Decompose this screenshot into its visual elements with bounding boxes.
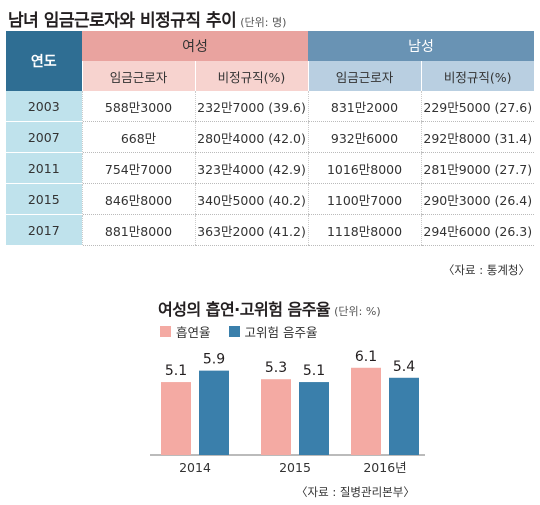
x-tick-label: 2014 [179,460,211,475]
year-header: 연도 [6,31,82,91]
data-label: 5.4 [393,359,415,375]
data-label: 5.3 [265,360,287,376]
female-irregular-cell: 232만7000 (39.6) [194,91,308,122]
bar-drinking [299,382,329,455]
female-wage-header: 임금근로자 [81,61,195,91]
male-wage-cell: 1100만7000 [307,183,421,215]
bar-drinking [199,370,229,455]
male-header: 남성 [308,31,534,61]
female-irregular-cell: 363만2000 (41.2) [194,214,308,246]
chart-title: 여성의 흡연·고위험 음주율 (단위: %) [158,300,381,319]
bar-smoking [351,367,381,455]
legend-label-smoking: 흡연율 [176,325,211,340]
female-wage-cell: 881만8000 [81,214,195,246]
male-wage-cell: 932만6000 [307,121,421,153]
male-irregular-cell: 292만8000 (31.4) [420,121,534,153]
chart-legend: 흡연율 고위험 음주율 [160,322,331,341]
data-label: 6.1 [355,349,377,365]
male-irregular-cell: 294만6000 (26.3) [420,214,534,246]
data-label: 5.1 [303,363,325,379]
table-row: 2011 754만7000 323만4000 (42.9) 1016만8000 … [6,152,534,184]
female-wage-cell: 588만3000 [81,91,195,122]
table-row: 2003 588만3000 232만7000 (39.6) 831만2000 2… [6,91,534,122]
bar-smoking [161,382,191,455]
row-year: 2003 [6,91,82,122]
data-label: 5.9 [203,352,225,368]
female-wage-cell: 754만7000 [81,152,195,184]
bar-drinking [389,377,419,455]
table-row: 2017 881만8000 363만2000 (41.2) 1118만8000 … [6,214,534,246]
legend-item-drinking: 고위험 음주율 [228,322,318,341]
table-source: 〈자료 : 통계청〉 [442,263,530,277]
male-irregular-cell: 281만9000 (27.7) [420,152,534,184]
legend-item-smoking: 흡연율 [160,322,211,341]
legend-swatch-drinking [228,326,240,337]
legend-label-drinking: 고위험 음주율 [244,325,318,340]
male-irregular-cell: 290만3000 (26.4) [420,183,534,215]
table-row: 2015 846만8000 340만5000 (40.2) 1100만7000 … [6,183,534,215]
female-wage-cell: 668만 [81,121,195,153]
row-year: 2015 [6,183,82,215]
male-irregular-header: 비정규직(%) [420,61,534,91]
male-wage-cell: 1016만8000 [307,152,421,184]
female-header: 여성 [82,31,308,61]
x-tick-label: 2015 [279,460,311,475]
chart-unit: (단위: %) [334,305,381,318]
table-unit: (단위: 명) [240,16,287,29]
male-wage-cell: 831만2000 [307,91,421,122]
data-label: 5.1 [165,363,187,379]
female-irregular-cell: 280만4000 (42.0) [194,121,308,153]
row-year: 2017 [6,214,82,246]
male-wage-header: 임금근로자 [307,61,421,91]
bar-smoking [261,379,291,455]
employment-table: 연도 여성 남성 임금근로자 비정규직(%) 임금근로자 비정규직(%) 200… [6,31,534,246]
x-tick-label: 2016년 [363,460,406,475]
chart-source: 〈자료 : 질병관리본부〉 [296,485,415,499]
row-year: 2011 [6,152,82,184]
female-irregular-cell: 340만5000 (40.2) [194,183,308,215]
female-wage-cell: 846만8000 [81,183,195,215]
female-irregular-header: 비정규직(%) [194,61,308,91]
male-wage-cell: 1118만8000 [307,214,421,246]
male-irregular-cell: 229만5000 (27.6) [420,91,534,122]
row-year: 2007 [6,121,82,153]
legend-swatch-smoking [160,326,171,337]
table-row: 2007 668만 280만4000 (42.0) 932만6000 292만8… [6,121,534,153]
table-title: 남녀 임금근로자와 비정규직 추이 (단위: 명) [8,11,287,31]
female-irregular-cell: 323만4000 (42.9) [194,152,308,184]
